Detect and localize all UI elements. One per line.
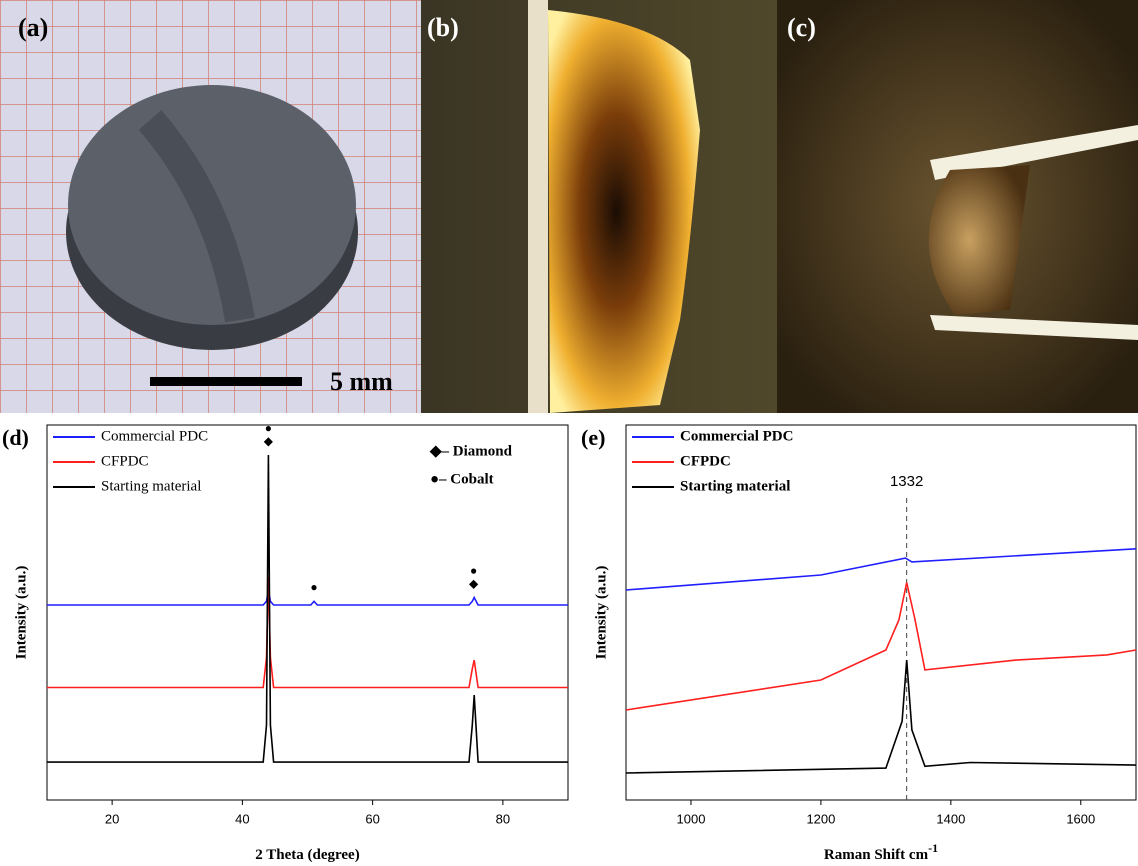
peak-marker: ◆	[264, 434, 274, 448]
panel-label: (a)	[18, 13, 48, 42]
scale-label: 5 mm	[330, 367, 393, 396]
peak-marker: ◆	[469, 576, 479, 590]
photo-a: 5 mm (a)	[0, 0, 421, 413]
symbol-key: ●– Cobalt	[430, 471, 494, 487]
photo-b: (b)	[421, 0, 777, 413]
x-tick-label: 1600	[1066, 811, 1095, 826]
legend-label: Starting material	[101, 478, 201, 494]
x-tick-label: 1000	[677, 811, 706, 826]
x-axis-label-text: 2 Theta (degree)	[255, 847, 359, 863]
x-axis-label-text: Raman Shift cm	[824, 847, 929, 863]
x-axis-label: Raman Shift cm-1	[824, 841, 938, 864]
peak-marker: ●	[265, 421, 272, 435]
data-line	[47, 590, 568, 605]
legend-label: Commercial PDC	[680, 428, 793, 444]
panel-label: (d)	[2, 425, 29, 450]
figure: 5 mm (a) (b) (c) 20 40 60 80 2 Theta (degree…	[0, 0, 1138, 866]
photo-c: (c)	[777, 0, 1138, 413]
symbol-key: ◆– Diamond	[429, 443, 513, 459]
data-line	[626, 660, 1136, 773]
legend-label: Starting material	[680, 478, 790, 494]
data-line	[47, 455, 568, 762]
x-axis-label-sup: -1	[928, 841, 938, 855]
data-line	[626, 583, 1136, 711]
legend-label: CFPDC	[680, 453, 731, 469]
panel-label: (b)	[427, 13, 459, 42]
x-tick-label: 60	[365, 811, 379, 826]
y-axis-label: Intensity (a.u.)	[593, 566, 609, 660]
peak-marker: ●	[470, 563, 477, 577]
data-line	[47, 577, 568, 688]
x-tick-label: 40	[235, 811, 249, 826]
x-axis-label: 2 Theta (degree)	[255, 847, 359, 863]
x-tick-label: 1200	[806, 811, 835, 826]
panel-label: (e)	[581, 425, 605, 450]
x-tick-label: 20	[105, 811, 119, 826]
annotation: 1332	[890, 473, 923, 490]
data-line	[626, 549, 1136, 590]
panel-label: (c)	[787, 13, 816, 42]
legend-label: Commercial PDC	[101, 428, 208, 444]
y-axis-label: Intensity (a.u.)	[13, 566, 29, 660]
legend-label: CFPDC	[101, 453, 149, 469]
x-tick-label: 1400	[936, 811, 965, 826]
x-tick-label: 80	[496, 811, 510, 826]
peak-marker: ●	[310, 580, 317, 594]
